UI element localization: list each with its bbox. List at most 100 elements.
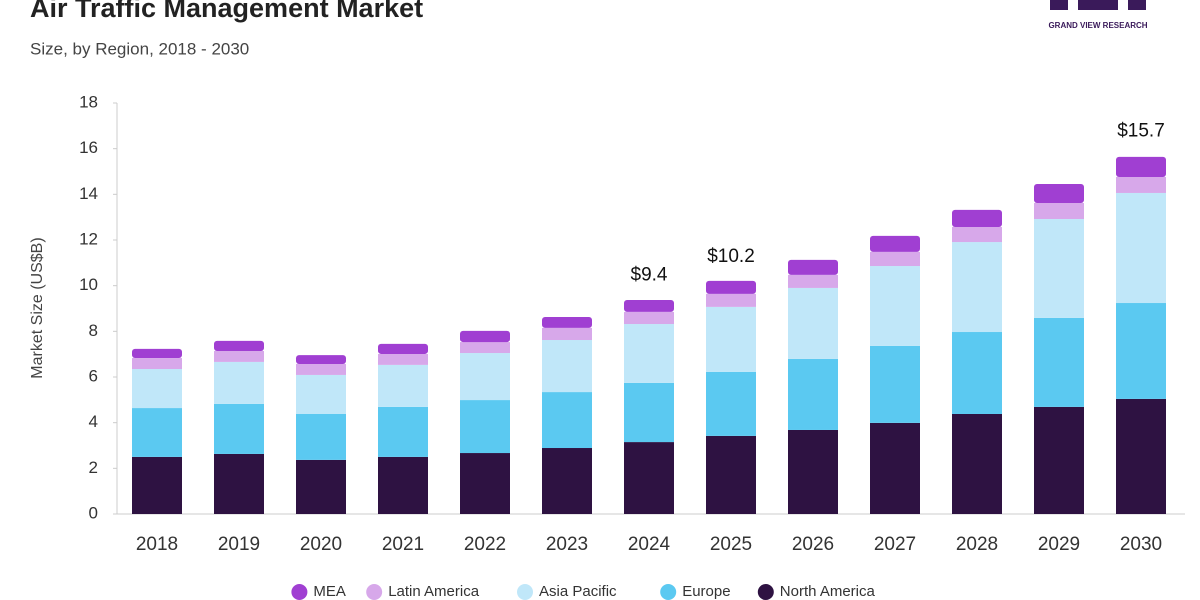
bar-segment bbox=[870, 345, 920, 423]
x-tick-label: 2028 bbox=[956, 534, 998, 555]
total-label: $9.4 bbox=[631, 264, 668, 285]
bar-segment bbox=[1034, 317, 1084, 407]
legend-label: MEA bbox=[313, 583, 346, 600]
bar-segment bbox=[378, 406, 428, 457]
y-tick-label: 0 bbox=[89, 503, 98, 522]
x-tick-label: 2025 bbox=[710, 534, 752, 555]
y-tick-label: 12 bbox=[79, 229, 98, 248]
bar-segment bbox=[542, 340, 592, 393]
brand: GRAND VIEW RESEARCH bbox=[1048, 21, 1147, 30]
bar-segment bbox=[132, 358, 182, 370]
x-tick-label: 2018 bbox=[136, 534, 178, 555]
bar-segment bbox=[624, 300, 674, 312]
bar-segment bbox=[214, 361, 264, 404]
bar-segment bbox=[296, 355, 346, 364]
bar-segment bbox=[460, 342, 510, 354]
bar-segment bbox=[1116, 398, 1166, 514]
bar-segment bbox=[378, 364, 428, 407]
bar-segment bbox=[1116, 156, 1166, 177]
bar-segment bbox=[542, 448, 592, 514]
bar-segment bbox=[788, 287, 838, 359]
y-tick-label: 8 bbox=[89, 321, 98, 340]
bar-segment bbox=[952, 413, 1002, 514]
bar-segment bbox=[296, 363, 346, 375]
bar-segment bbox=[952, 209, 1002, 227]
total-label: $15.7 bbox=[1117, 121, 1165, 142]
bar-segment bbox=[624, 311, 674, 325]
legend-label: North America bbox=[780, 583, 876, 600]
y-axis-label: Market Size (US$B) bbox=[29, 237, 46, 378]
x-tick-label: 2026 bbox=[792, 534, 834, 555]
bar-segment bbox=[1034, 406, 1084, 514]
bar-segment bbox=[788, 274, 838, 288]
x-tick-label: 2021 bbox=[382, 534, 424, 555]
bar-segment bbox=[1116, 192, 1166, 304]
bar-segment bbox=[1034, 218, 1084, 318]
x-tick-label: 2030 bbox=[1120, 534, 1162, 555]
legend-swatch bbox=[757, 584, 774, 600]
bar-segment bbox=[460, 353, 510, 401]
x-tick-label: 2020 bbox=[300, 534, 342, 555]
bar-segment bbox=[460, 330, 510, 343]
bar-segment bbox=[1116, 176, 1166, 193]
y-tick-label: 10 bbox=[79, 275, 98, 294]
bar-segment bbox=[214, 340, 264, 351]
bar-segment bbox=[870, 422, 920, 514]
bar-segment bbox=[542, 327, 592, 341]
bar-segment bbox=[378, 343, 428, 354]
bar-segment bbox=[378, 456, 428, 514]
bar-segment bbox=[706, 293, 756, 307]
bar-segment bbox=[870, 266, 920, 346]
y-tick-label: 18 bbox=[79, 92, 98, 111]
y-tick-label: 4 bbox=[89, 412, 98, 431]
bar-segment bbox=[706, 435, 756, 514]
x-tick-label: 2023 bbox=[546, 534, 588, 555]
bar-segment bbox=[1116, 303, 1166, 399]
bar-segment bbox=[788, 429, 838, 514]
y-tick-label: 2 bbox=[89, 458, 98, 477]
legend-swatch bbox=[517, 584, 533, 600]
bar-segment bbox=[542, 316, 592, 328]
bar-segment bbox=[706, 306, 756, 372]
bar-segment bbox=[132, 369, 182, 409]
bar-segment bbox=[214, 453, 264, 514]
legend-swatch bbox=[660, 584, 677, 600]
bar-segment bbox=[296, 374, 346, 414]
y-tick-label: 14 bbox=[79, 184, 98, 203]
bar-segment bbox=[132, 348, 182, 359]
x-tick-label: 2027 bbox=[874, 534, 916, 555]
legend-label: Latin America bbox=[388, 583, 480, 600]
bar-segment bbox=[214, 403, 264, 454]
bar-segment bbox=[952, 242, 1002, 333]
chart-subtitle: Size, by Region, 2018 - 2030 bbox=[30, 39, 249, 58]
bar-segment bbox=[542, 392, 592, 449]
bar-segment bbox=[132, 408, 182, 457]
bar-segment bbox=[460, 400, 510, 454]
logo-block bbox=[1128, 0, 1146, 10]
bar-segment bbox=[1034, 203, 1084, 219]
bar-segment bbox=[952, 226, 1002, 243]
legend-swatch bbox=[291, 584, 308, 600]
bar-segment bbox=[460, 453, 510, 514]
x-tick-label: 2024 bbox=[628, 534, 671, 555]
legend-swatch bbox=[366, 584, 383, 600]
chart-title: Air Traffic Management Market bbox=[30, 0, 423, 23]
legend-label: Asia Pacific bbox=[539, 583, 617, 600]
bar-segment bbox=[1034, 184, 1084, 204]
x-tick-label: 2022 bbox=[464, 534, 506, 555]
bar-segment bbox=[132, 456, 182, 514]
total-label: $10.2 bbox=[707, 246, 755, 267]
bar-segment bbox=[870, 251, 920, 267]
y-tick-label: 16 bbox=[79, 138, 98, 157]
logo-block bbox=[1078, 0, 1118, 10]
bar-segment bbox=[706, 371, 756, 436]
bar-segment bbox=[624, 382, 674, 443]
x-tick-label: 2029 bbox=[1038, 534, 1080, 555]
bar-segment bbox=[706, 280, 756, 294]
bar-segment bbox=[296, 459, 346, 514]
bar-segment bbox=[952, 332, 1002, 414]
logo-block bbox=[1050, 0, 1068, 10]
y-tick-label: 6 bbox=[89, 366, 98, 385]
legend-label: Europe bbox=[682, 583, 730, 600]
